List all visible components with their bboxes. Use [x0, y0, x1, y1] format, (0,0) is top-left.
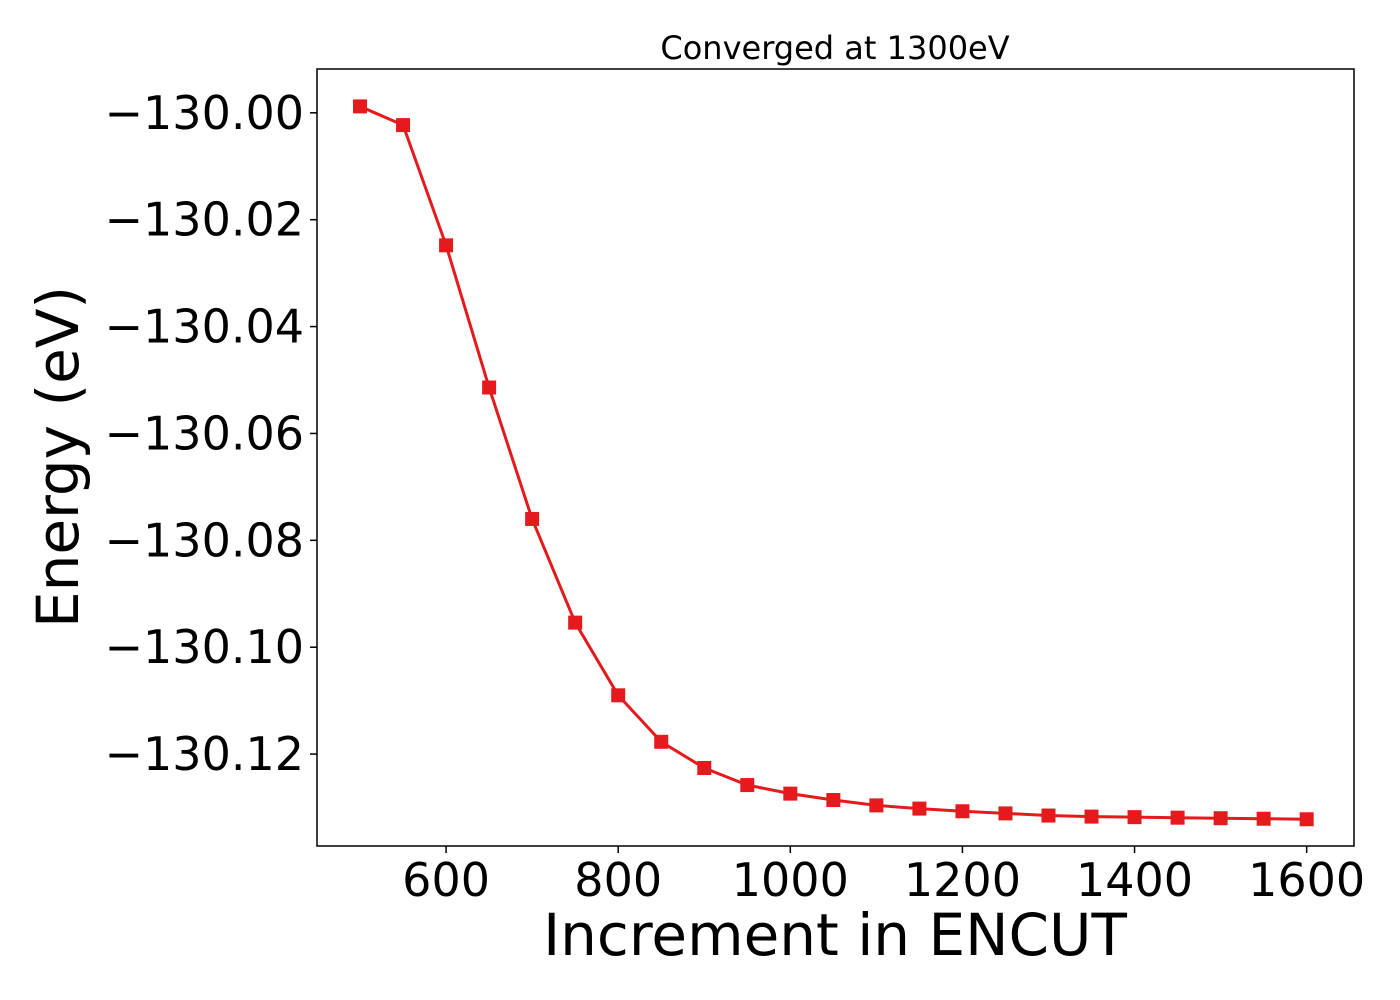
y-tick-label: −130.00: [105, 86, 305, 140]
data-point-marker: [1256, 811, 1271, 826]
x-tick-label: 1600: [1248, 853, 1365, 907]
x-tick-label: 600: [402, 853, 490, 907]
data-point-marker: [1213, 811, 1228, 826]
chart-title: Converged at 1300eV: [660, 29, 1009, 67]
y-tick-label: −130.06: [105, 406, 305, 460]
data-point-marker: [482, 380, 497, 395]
data-point-marker: [525, 511, 540, 526]
data-point-marker: [1170, 810, 1185, 825]
data-point-marker: [611, 688, 626, 703]
x-tick-label: 1200: [904, 853, 1021, 907]
data-point-marker: [697, 760, 712, 775]
data-point-marker: [912, 801, 927, 816]
y-axis: −130.00 −130.02 −130.04 −130.06 −130.08 −130.…: [105, 86, 317, 781]
y-tick-label: −130.04: [105, 300, 305, 354]
x-tick-label: 1400: [1076, 853, 1193, 907]
y-tick-label: −130.10: [105, 620, 305, 674]
data-point-marker: [1127, 810, 1142, 825]
data-point-marker: [955, 804, 970, 819]
x-tick-label: 800: [574, 853, 662, 907]
data-point-marker: [1041, 808, 1056, 823]
x-tick-label: 1000: [732, 853, 849, 907]
x-axis: 600 800 1000 1200 1400 1600: [402, 846, 1365, 907]
data-point-marker: [568, 615, 583, 630]
data-point-marker: [826, 793, 841, 808]
data-point-marker: [353, 99, 368, 114]
data-point-marker: [1299, 812, 1314, 827]
x-axis-label: Increment in ENCUT: [543, 901, 1127, 969]
plot-area-frame: [316, 68, 1355, 847]
data-point-marker: [783, 786, 798, 801]
data-point-marker: [654, 734, 669, 749]
y-tick-label: −130.12: [105, 727, 305, 781]
data-point-marker: [439, 238, 454, 253]
y-tick-label: −130.08: [105, 513, 305, 567]
data-point-marker: [1084, 809, 1099, 824]
data-point-marker: [869, 798, 884, 813]
y-axis-label: Energy (eV): [24, 286, 92, 628]
y-tick-label: −130.02: [105, 193, 305, 247]
data-point-marker: [740, 778, 755, 793]
data-point-marker: [998, 806, 1013, 821]
series-line: [359, 105, 1307, 821]
data-point-marker: [396, 118, 411, 133]
data-series: [353, 99, 1314, 827]
